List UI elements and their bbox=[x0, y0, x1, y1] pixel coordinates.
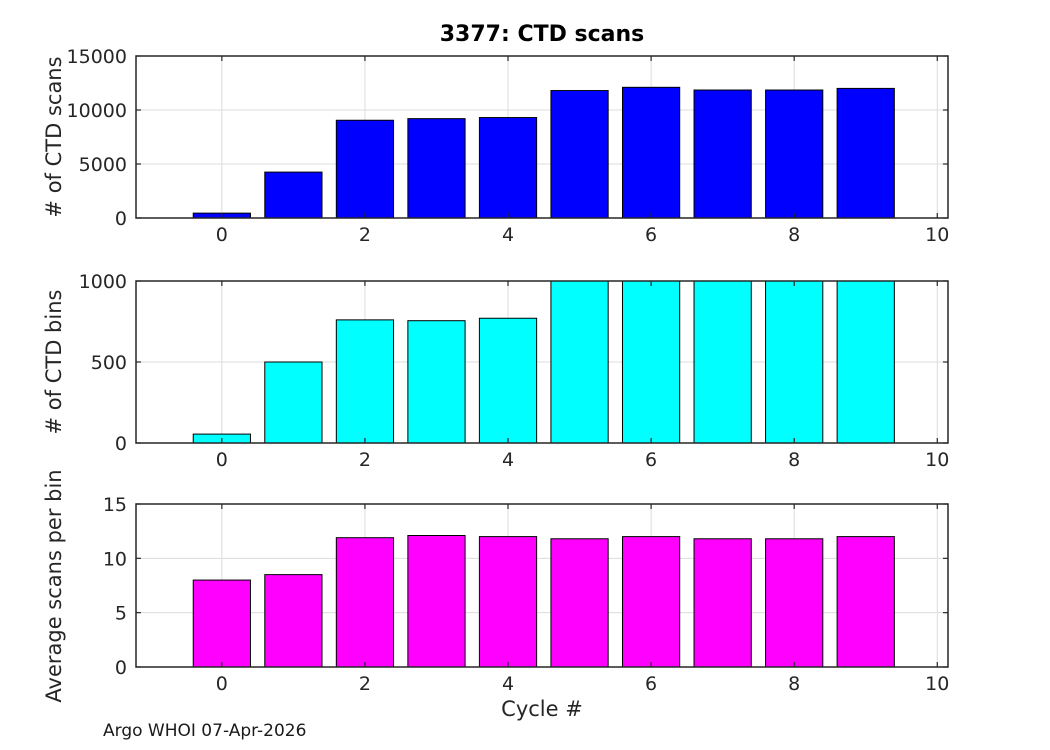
bar-cycle-3 bbox=[407, 535, 466, 668]
x-tick-label: 0 bbox=[216, 449, 228, 471]
y-tick-label: 15000 bbox=[67, 46, 127, 68]
bar-cycle-8 bbox=[765, 538, 824, 668]
bar-cycle-7 bbox=[693, 280, 752, 444]
bar-cycle-5 bbox=[550, 280, 609, 444]
bar-cycle-3 bbox=[407, 320, 466, 444]
subplot-ctd-bins: 0 2 4 6 8 10 0 500 1000 bbox=[79, 271, 950, 471]
x-tick-label: 4 bbox=[502, 449, 514, 471]
bar-cycle-8 bbox=[765, 280, 824, 444]
bar-cycle-2 bbox=[335, 319, 395, 444]
x-tick-label: 4 bbox=[502, 673, 514, 695]
x-tick-label: 10 bbox=[925, 224, 949, 246]
y-tick-label: 15 bbox=[103, 494, 127, 516]
bar-cycle-4 bbox=[478, 117, 538, 219]
x-tick-label: 8 bbox=[788, 224, 800, 246]
x-tick-label: 6 bbox=[645, 449, 657, 471]
bar-cycle-4 bbox=[478, 317, 538, 444]
x-tick-label: 10 bbox=[925, 449, 949, 471]
bar-cycle-1 bbox=[264, 171, 323, 219]
y-tick-label: 10000 bbox=[67, 100, 127, 122]
x-tick-label: 0 bbox=[216, 224, 228, 246]
x-axis-label: Cycle # bbox=[501, 697, 583, 721]
bar-cycle-0 bbox=[192, 579, 251, 668]
bar-cycle-5 bbox=[550, 90, 609, 219]
y-tick-label: 5000 bbox=[79, 154, 127, 176]
x-tick-label: 6 bbox=[645, 224, 657, 246]
bar-cycle-4 bbox=[478, 536, 538, 668]
axes-frame bbox=[135, 55, 949, 219]
bar-cycle-2 bbox=[335, 119, 395, 219]
bar-cycle-6 bbox=[621, 280, 681, 444]
x-tick-label: 8 bbox=[788, 449, 800, 471]
bar-cycle-9 bbox=[836, 536, 895, 668]
axes-frame bbox=[135, 503, 949, 668]
bar-cycle-1 bbox=[264, 574, 323, 668]
footer-annotation: Argo WHOI 07-Apr-2026 bbox=[103, 721, 307, 741]
x-tick-label: 2 bbox=[359, 449, 371, 471]
y-tick-label: 0 bbox=[115, 433, 127, 455]
x-tick-label: 6 bbox=[645, 673, 657, 695]
bar-cycle-7 bbox=[693, 89, 752, 219]
x-tick-label: 10 bbox=[925, 673, 949, 695]
y-tick-label: 0 bbox=[115, 657, 127, 679]
bar-cycle-2 bbox=[335, 537, 395, 668]
bar-cycle-7 bbox=[693, 538, 752, 668]
bar-cycle-3 bbox=[407, 118, 466, 219]
bar-cycle-9 bbox=[836, 87, 895, 219]
x-tick-label: 2 bbox=[359, 673, 371, 695]
x-tick-label: 0 bbox=[216, 673, 228, 695]
y-tick-label: 10 bbox=[103, 548, 127, 570]
bar-cycle-5 bbox=[550, 538, 609, 668]
chart-title: 3377: CTD scans bbox=[439, 22, 645, 47]
y-tick-label: 0 bbox=[115, 208, 127, 230]
bar-cycle-8 bbox=[765, 89, 824, 219]
bar-cycle-9 bbox=[836, 280, 895, 444]
bar-cycle-1 bbox=[264, 361, 323, 444]
subplot-ctd-scans: 0 2 4 6 8 10 0 5000 10000 15000 bbox=[67, 46, 950, 246]
bar-cycle-6 bbox=[621, 86, 681, 219]
y-tick-label: 1000 bbox=[79, 271, 127, 293]
x-tick-label: 8 bbox=[788, 673, 800, 695]
axes-frame bbox=[135, 280, 949, 444]
x-tick-label: 2 bbox=[359, 224, 371, 246]
y-tick-label: 5 bbox=[115, 603, 127, 625]
x-tick-label: 4 bbox=[502, 224, 514, 246]
subplot-avg-scans-per-bin: 0 2 4 6 8 10 0 5 10 15 bbox=[103, 494, 950, 695]
y-tick-label: 500 bbox=[91, 352, 127, 374]
bar-cycle-6 bbox=[621, 536, 681, 668]
